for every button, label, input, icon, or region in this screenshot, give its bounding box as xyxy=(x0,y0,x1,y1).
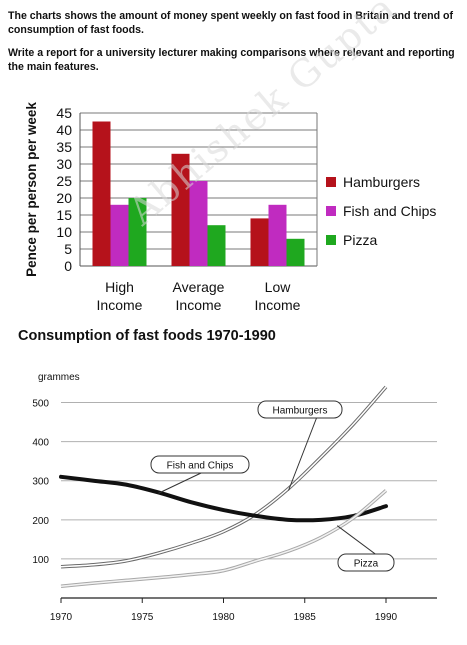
prompt-text: The charts shows the amount of money spe… xyxy=(8,9,460,83)
y-tick-label: 5 xyxy=(64,241,72,257)
bar xyxy=(110,204,129,266)
hamburgers-line-inner xyxy=(60,386,387,568)
legend-label: Pizza xyxy=(343,232,377,248)
y-tick-label: 10 xyxy=(56,224,72,240)
pizza-line xyxy=(60,489,388,589)
callout-box xyxy=(337,553,395,572)
series-label: Pizza xyxy=(354,559,379,570)
y-tick-label: 0 xyxy=(64,258,72,274)
bar xyxy=(92,121,111,266)
line-chart: 100 200 300 400 500 1970 1975 1980 1985 1990 gramm… xyxy=(32,372,437,623)
y-tick-label: 200 xyxy=(32,516,49,527)
callout-leader xyxy=(288,408,321,491)
x-tick-label: 1975 xyxy=(131,612,154,623)
y-tick-label: 20 xyxy=(56,190,72,206)
y-axis-label: Pence per person per week xyxy=(24,102,39,277)
bar xyxy=(189,181,208,266)
bar xyxy=(268,204,287,266)
line-chart-title: Consumption of fast foods 1970-1990 xyxy=(18,328,276,344)
x-tick-label: 1970 xyxy=(50,612,73,623)
y-tick-label: 35 xyxy=(56,139,72,155)
bar xyxy=(286,238,305,266)
y-tick-label: 15 xyxy=(56,207,72,223)
legend-label: Fish and Chips xyxy=(343,203,436,219)
y-tick-label: 100 xyxy=(32,555,49,566)
x-tick-label: 1990 xyxy=(375,612,398,623)
x-tick-label: Average xyxy=(173,279,225,295)
callout-box xyxy=(150,455,250,474)
series-label: Hamburgers xyxy=(272,406,327,417)
bar xyxy=(250,218,269,266)
prompt-line-2: Write a report for a university lecturer… xyxy=(8,47,455,73)
callout: Fish and Chips xyxy=(150,455,250,494)
series-label: Fish and Chips xyxy=(167,461,234,472)
x-tick-label: Income xyxy=(255,297,301,313)
x-tick-label: 1985 xyxy=(294,612,317,623)
callout: Pizza xyxy=(336,525,395,572)
x-tick-label: Low xyxy=(265,279,292,295)
bar xyxy=(128,198,147,266)
x-tick-label: Income xyxy=(176,297,222,313)
x-tick-label: High xyxy=(105,279,134,295)
callout: Hamburgers xyxy=(257,400,343,491)
bar xyxy=(171,153,190,266)
y-tick-label: 300 xyxy=(32,477,49,488)
pizza-line-inner xyxy=(60,489,387,588)
legend-label: Hamburgers xyxy=(343,174,420,190)
y-tick-label: 25 xyxy=(56,173,72,189)
y-axis-label: grammes xyxy=(38,372,80,383)
bar xyxy=(207,225,226,266)
y-tick-label: 500 xyxy=(32,399,49,410)
x-tick-label: 1980 xyxy=(212,612,235,623)
fish-and-chips-line xyxy=(59,474,388,523)
y-tick-label: 45 xyxy=(56,105,72,121)
legend-swatch xyxy=(326,177,336,187)
x-tick-label: Income xyxy=(97,297,143,313)
y-tick-label: 40 xyxy=(56,122,72,138)
prompt-line-1: The charts shows the amount of money spe… xyxy=(8,10,453,36)
callout-box xyxy=(257,400,343,419)
legend-swatch xyxy=(326,235,336,245)
legend-swatch xyxy=(326,206,336,216)
y-tick-label: 30 xyxy=(56,156,72,172)
y-tick-label: 400 xyxy=(32,438,49,449)
